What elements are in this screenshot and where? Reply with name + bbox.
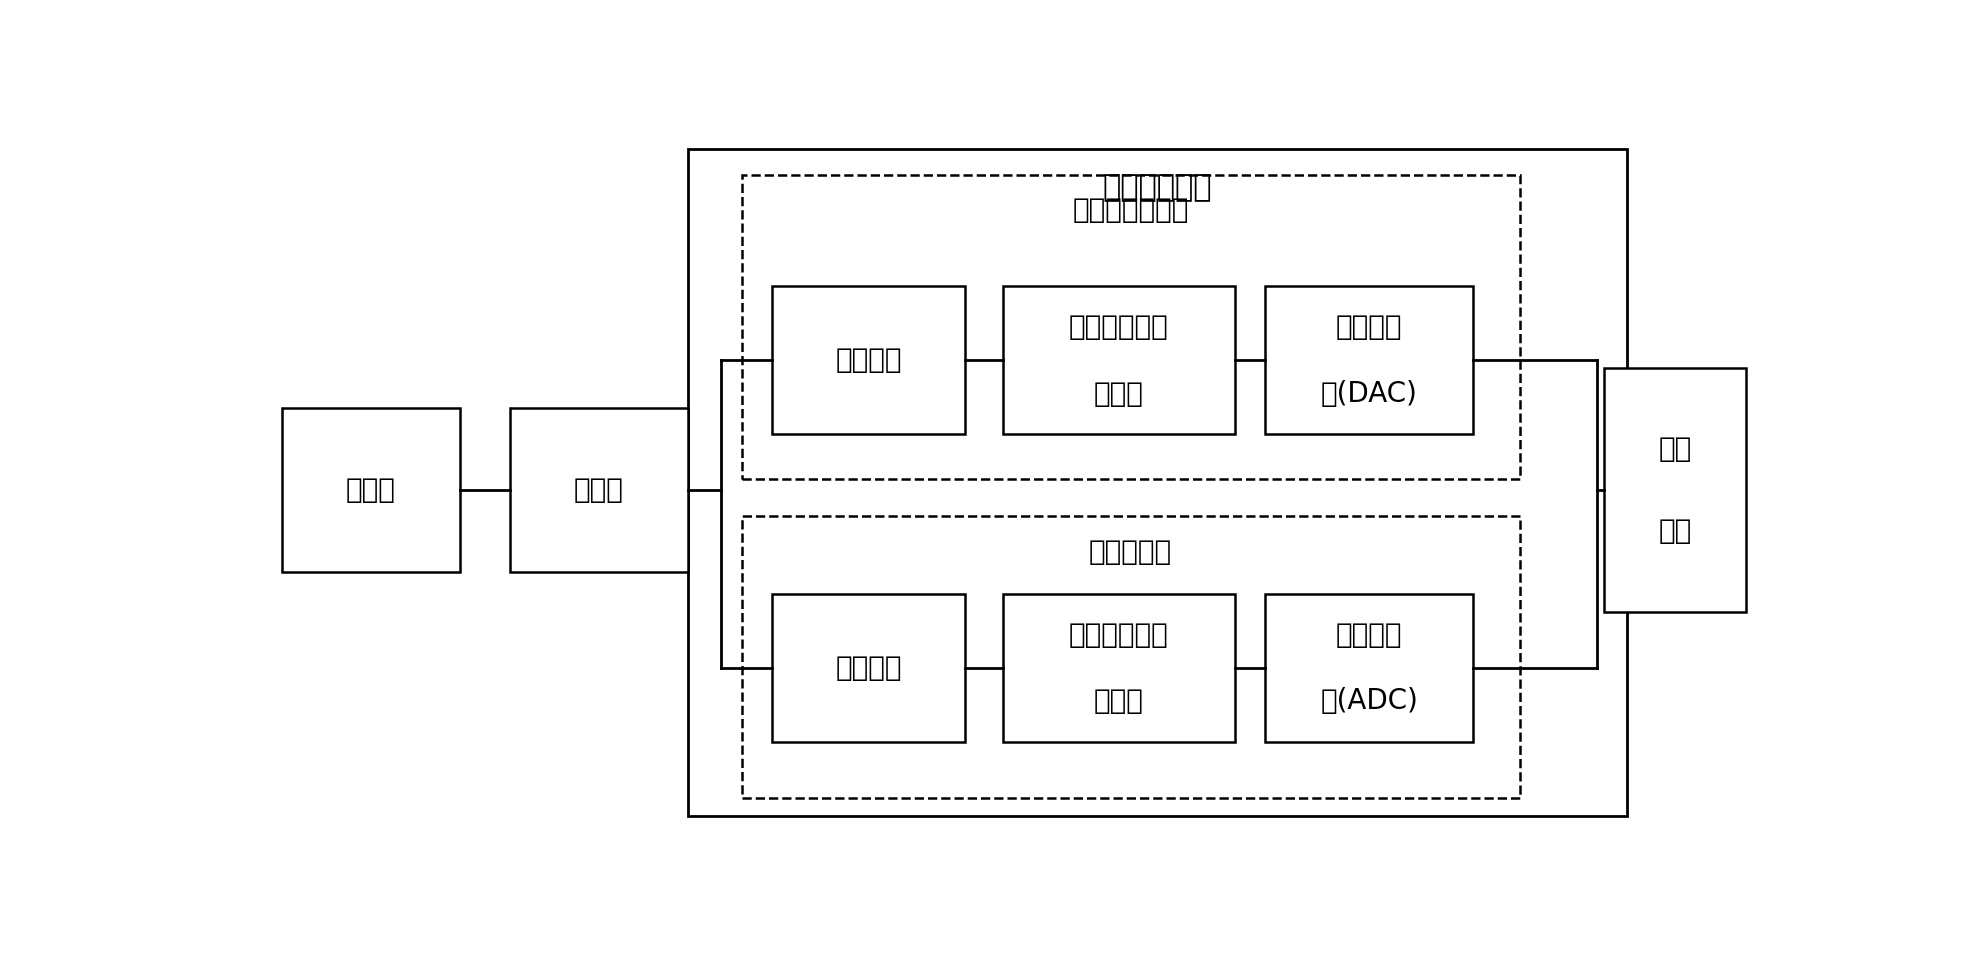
- Bar: [1266, 594, 1473, 742]
- Bar: [773, 286, 964, 434]
- Bar: [688, 149, 1628, 817]
- Text: 辑器件: 辑器件: [1093, 379, 1143, 407]
- Text: 器(ADC): 器(ADC): [1320, 688, 1417, 716]
- Text: 辑器件: 辑器件: [1093, 688, 1143, 716]
- Text: 芯片: 芯片: [1658, 517, 1692, 545]
- Bar: [1266, 286, 1473, 434]
- Text: 第一网口: 第一网口: [835, 347, 903, 375]
- Text: 任意波形发生器: 任意波形发生器: [1072, 196, 1189, 224]
- Text: 量子分析仪: 量子分析仪: [1089, 537, 1173, 565]
- Bar: [511, 408, 688, 572]
- Text: 第一可编程逻: 第一可编程逻: [1070, 313, 1169, 341]
- Text: 量子测控系统: 量子测控系统: [1103, 173, 1213, 202]
- Text: 量子: 量子: [1658, 435, 1692, 463]
- Bar: [1004, 594, 1235, 742]
- Bar: [1004, 286, 1235, 434]
- Text: 模数转换: 模数转换: [1336, 620, 1404, 649]
- Bar: [282, 408, 459, 572]
- Bar: [742, 175, 1519, 479]
- Text: 第二网口: 第二网口: [835, 654, 903, 682]
- Bar: [742, 516, 1519, 797]
- Text: 数模转换: 数模转换: [1336, 313, 1404, 341]
- Bar: [773, 594, 964, 742]
- Text: 器(DAC): 器(DAC): [1320, 379, 1417, 407]
- Bar: [1604, 368, 1745, 612]
- Text: 第二可编程逻: 第二可编程逻: [1070, 620, 1169, 649]
- Text: 上位机: 上位机: [346, 476, 396, 504]
- Text: 交换机: 交换机: [575, 476, 624, 504]
